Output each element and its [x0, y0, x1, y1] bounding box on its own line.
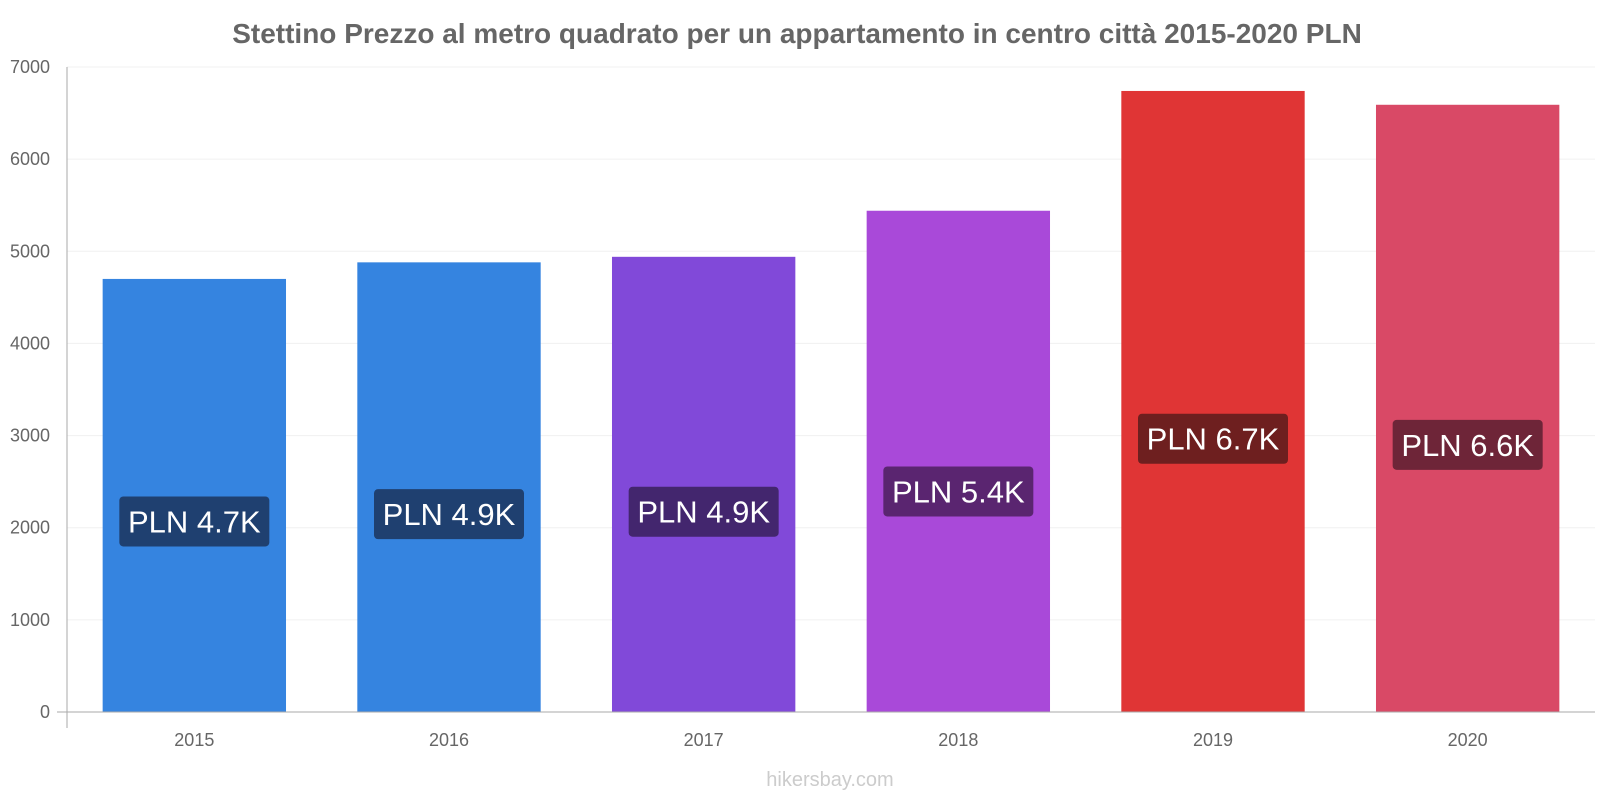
y-tick-label: 7000	[10, 57, 50, 77]
y-tick-label: 6000	[10, 149, 50, 169]
bar-2015	[102, 278, 287, 712]
y-tick-label: 4000	[10, 333, 50, 353]
y-tick-label: 3000	[10, 426, 50, 446]
x-axis: 2015 2016 2017 2018 2019 2020	[57, 711, 1595, 750]
x-tick-label: 2020	[1448, 730, 1488, 750]
grid-lines	[67, 66, 1595, 621]
data-label: PLN 4.9K	[383, 497, 516, 532]
chart-title: Stettino Prezzo al metro quadrato per un…	[232, 18, 1362, 49]
data-label-box	[1138, 413, 1288, 464]
data-label-box	[119, 496, 270, 547]
data-label: PLN 5.4K	[892, 474, 1025, 509]
bar-2016	[357, 262, 541, 712]
data-label-box	[883, 466, 1034, 517]
y-tick-label: 2000	[10, 518, 50, 538]
data-label-box	[374, 489, 524, 540]
y-tick-label: 1000	[10, 610, 50, 630]
data-label: PLN 6.6K	[1401, 428, 1534, 463]
x-tick-label: 2015	[174, 730, 214, 750]
data-label: PLN 6.7K	[1147, 422, 1280, 457]
x-tick-label: 2017	[684, 730, 724, 750]
y-tick-label: 0	[40, 702, 50, 722]
data-label-box	[628, 486, 779, 537]
x-tick-label: 2018	[938, 730, 978, 750]
data-label: PLN 4.7K	[128, 504, 261, 539]
x-tick-label: 2019	[1193, 730, 1233, 750]
bar-2018	[866, 210, 1051, 712]
y-axis: 0 1000 2000 3000 4000 5000 6000 7000	[10, 57, 68, 728]
bar-2017	[611, 256, 796, 712]
bars: PLN 4.7K PLN 4.9K PLN 4.9K PLN 5.4K PLN 6.7K…	[102, 90, 1560, 713]
data-label-box	[1392, 419, 1543, 470]
bar-2020	[1375, 104, 1560, 713]
x-tick-label: 2016	[429, 730, 469, 750]
y-tick-label: 5000	[10, 241, 50, 261]
bar-2019	[1121, 90, 1305, 712]
data-label: PLN 4.9K	[637, 495, 770, 530]
watermark: hikersbay.com	[766, 769, 893, 791]
